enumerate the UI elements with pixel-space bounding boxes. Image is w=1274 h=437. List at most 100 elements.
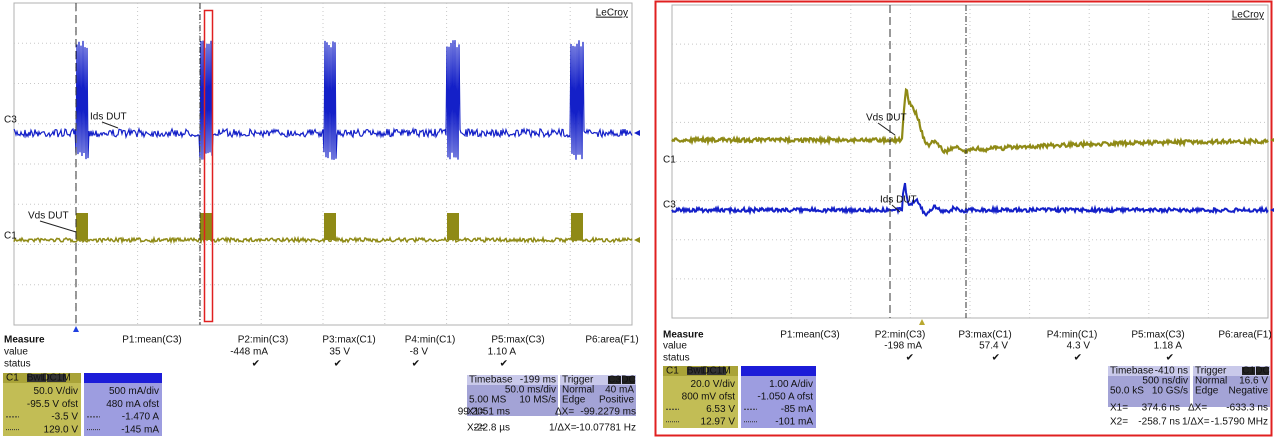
cursor-value: 374.6 ns (1142, 403, 1180, 414)
channel-label: C3 (663, 200, 676, 211)
trace-annotation: Ids DUT (90, 112, 127, 123)
cursor-label: X1= (1110, 403, 1128, 414)
channel-tag-text: BwL (687, 366, 707, 377)
timebase-samples: 5.00 MS (469, 395, 507, 406)
cursor-label: X1= (467, 407, 485, 418)
timebase-header (1108, 366, 1190, 376)
param-name: P1:mean(C3) (122, 335, 181, 346)
channel-cursor1: -1.470 A (122, 412, 160, 423)
timebase-scale: 50.0 ms/div (505, 385, 556, 396)
timebase-header (467, 375, 558, 385)
param-name: P2:min(C3) (875, 330, 926, 341)
channel-header (741, 366, 816, 376)
annotation-leader (101, 121, 119, 129)
trace-annotation: Vds DUT (866, 113, 907, 124)
timebase-samples: 50.0 kS (1110, 386, 1144, 397)
cursor-value: -10.07781 Hz (576, 423, 636, 434)
level-marker (1270, 138, 1274, 142)
param-status: ✔ (500, 359, 508, 370)
channel-tag (687, 367, 706, 375)
trigger-slope: Positive (599, 395, 634, 406)
param-value: 4.3 V (1067, 341, 1091, 352)
cursor-value: -633.3 ns (1226, 403, 1268, 414)
trigger-tag (1256, 367, 1269, 375)
param-value: -198 mA (884, 341, 922, 352)
pulse-c1 (324, 213, 336, 240)
row-label: value (663, 341, 687, 352)
param-status: ✔ (992, 353, 1000, 364)
trigger-header (1193, 366, 1270, 376)
timebase-title: Timebase (469, 375, 513, 386)
channel-tag (47, 374, 66, 382)
param-status: ✔ (1074, 353, 1082, 364)
timebase-delay: -199 ms (520, 375, 556, 386)
cursor-label: ΔX= (555, 407, 574, 418)
trigger-marker (919, 319, 925, 325)
channel-tag (707, 367, 726, 375)
channel-box (84, 373, 162, 436)
channel-name: C1 (666, 366, 679, 377)
param-value: -448 mA (230, 347, 268, 358)
param-name: P6:area(F1) (585, 335, 638, 346)
level-marker (634, 130, 640, 136)
trigger-mode: Normal (562, 385, 594, 396)
pulse-c1 (447, 213, 459, 240)
cursor-value: -22.8 µs (474, 423, 510, 434)
annotation-leader (39, 220, 77, 233)
channel-scale: 500 mA/div (109, 386, 159, 397)
trigger-type: Edge (562, 395, 586, 406)
waveform-c3 (671, 182, 1269, 217)
highlight-frame (654, 0, 1273, 437)
channel-tag-text: DC1M (702, 366, 730, 377)
channel-box (663, 366, 738, 428)
trigger-source: C1 (1242, 366, 1255, 377)
channel-cursor2: -145 mA (121, 424, 159, 435)
channel-offset: -95.5 V ofst (27, 399, 78, 410)
cursor-value: -258.7 ns (1138, 417, 1180, 428)
waveform-c3 (13, 40, 633, 160)
channel-cursor2: -101 mA (775, 416, 813, 427)
channel-label: C3 (4, 115, 17, 126)
trigger-type: Edge (1195, 386, 1219, 397)
logo: LeCroy (1232, 10, 1264, 21)
param-status: ✔ (906, 353, 914, 364)
channel-cursor2: 12.97 V (701, 416, 736, 427)
timebase-rate: 10 MS/s (519, 395, 556, 406)
param-status: ✔ (1166, 353, 1174, 364)
cursor-label: ΔX= (1188, 403, 1207, 414)
param-value: 35 V (329, 347, 350, 358)
level-marker (1270, 208, 1274, 212)
trigger-tag (1242, 367, 1255, 375)
logo: LeCroy (596, 8, 628, 19)
cursor-label: X2= (1110, 417, 1128, 428)
param-name: P6:area(F1) (1218, 330, 1271, 341)
trigger-header (560, 375, 636, 385)
trigger-mode: Normal (1195, 376, 1227, 387)
waveform-c1 (13, 235, 633, 245)
trigger-coupling: DC (1255, 366, 1269, 377)
channel-box (741, 366, 816, 428)
channel-cursor1: -85 mA (781, 404, 814, 415)
trigger-tag (608, 376, 621, 384)
trigger-marker (73, 326, 79, 332)
timebase-scale: 500 ns/div (1142, 376, 1188, 387)
row-label: value (4, 347, 28, 358)
channel-cursor1: -3.5 V (51, 412, 78, 423)
param-status: ✔ (412, 359, 420, 370)
row-label: status (4, 359, 31, 370)
param-status: ✔ (334, 359, 342, 370)
annotation-leader (877, 122, 896, 136)
param-name: P2:min(C3) (238, 335, 289, 346)
trigger-coupling: DC (621, 375, 635, 386)
channel-scale: 20.0 V/div (691, 379, 735, 390)
timebase-title: Timebase (1110, 366, 1154, 377)
trigger-level: 16.6 V (1239, 376, 1268, 387)
measure-title: Measure (663, 330, 704, 341)
param-name: P1:mean(C3) (780, 330, 839, 341)
channel-name: C1 (6, 373, 19, 384)
channel-tag-text: DC1M (42, 373, 70, 384)
level-marker (634, 237, 640, 243)
cursor-value: -99.2279 ms (580, 407, 636, 418)
timebase-rate: 10 GS/s (1152, 386, 1188, 397)
